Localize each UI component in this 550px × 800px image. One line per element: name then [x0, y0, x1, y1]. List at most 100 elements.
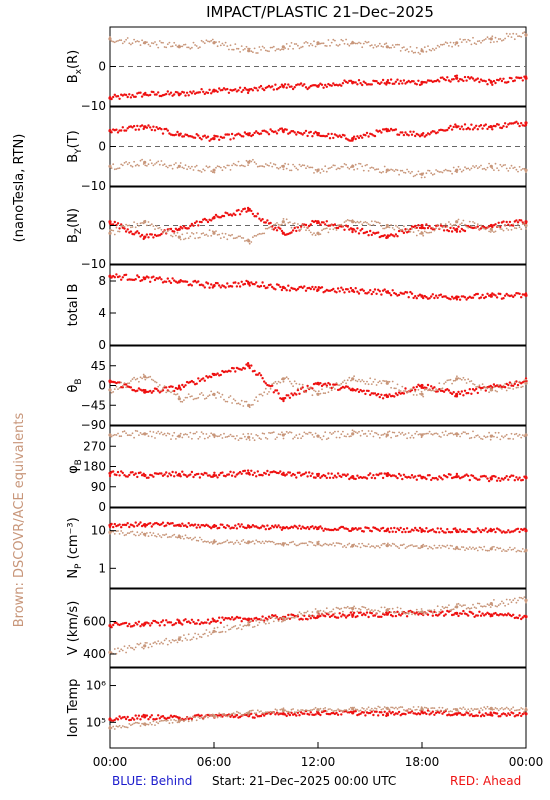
data-point [334, 612, 336, 615]
data-point [279, 708, 282, 711]
data-point [237, 160, 240, 163]
data-point [436, 389, 439, 391]
data-point [132, 124, 136, 128]
data-point [364, 714, 367, 717]
data-point [385, 433, 389, 437]
data-point [121, 126, 125, 129]
data-point [165, 46, 168, 49]
data-point [124, 383, 128, 386]
data-point [245, 159, 248, 162]
data-point [301, 286, 304, 290]
data-point [510, 549, 513, 551]
data-point [192, 169, 195, 171]
data-point [289, 613, 291, 616]
data-point [459, 38, 461, 40]
data-point [465, 225, 468, 228]
data-point [496, 605, 498, 608]
y-tick-label: −10 [81, 179, 106, 193]
data-point [207, 635, 209, 637]
data-point [420, 436, 423, 439]
data-point [121, 430, 124, 433]
data-point [332, 432, 335, 434]
data-point [359, 709, 362, 712]
data-point [362, 612, 365, 615]
data-point [181, 227, 184, 230]
data-point [108, 220, 112, 224]
data-point [425, 432, 428, 435]
data-point [289, 221, 291, 224]
data-point [450, 392, 454, 396]
data-point [120, 648, 123, 651]
data-point [468, 607, 471, 610]
data-point [460, 41, 463, 43]
data-point [269, 283, 272, 286]
data-point [439, 527, 443, 530]
data-point [194, 166, 197, 168]
y-tick-label: 8 [98, 274, 106, 288]
data-point [171, 721, 174, 724]
data-point [285, 128, 288, 131]
data-point [163, 473, 166, 476]
data-point [290, 85, 293, 88]
data-point [290, 169, 293, 172]
data-point [189, 621, 192, 625]
data-point [272, 541, 275, 544]
data-point [358, 710, 360, 712]
data-point [324, 227, 327, 230]
data-point [488, 708, 490, 710]
data-point [136, 377, 139, 380]
data-point [202, 90, 205, 94]
data-point [340, 135, 343, 139]
data-point [327, 381, 330, 385]
data-point [247, 623, 251, 627]
data-point [351, 377, 355, 381]
data-point [197, 224, 200, 227]
data-point [385, 608, 389, 612]
data-point [436, 605, 439, 608]
data-point [499, 708, 502, 710]
data-point [385, 129, 389, 133]
data-point [222, 214, 226, 218]
data-point [509, 33, 511, 35]
data-point [422, 234, 425, 237]
data-point [268, 50, 270, 53]
data-point [476, 385, 479, 388]
data-point [458, 127, 462, 131]
data-point [494, 162, 497, 165]
data-point [175, 393, 177, 396]
data-point [321, 388, 323, 391]
series-theta-red [108, 362, 528, 403]
data-point [187, 94, 190, 97]
data-point [316, 381, 320, 385]
data-point [388, 608, 391, 610]
data-point [398, 173, 400, 176]
data-point [343, 134, 346, 137]
data-point [264, 528, 267, 531]
data-point [489, 227, 493, 231]
data-point [138, 164, 140, 167]
data-point [130, 434, 132, 437]
data-point [177, 133, 181, 137]
data-point [464, 708, 466, 710]
data-point [430, 712, 433, 715]
data-point [126, 522, 129, 525]
data-point [342, 165, 344, 168]
data-point [361, 379, 364, 381]
data-point [502, 77, 505, 81]
data-point [166, 719, 169, 722]
data-point [316, 133, 320, 137]
data-point [407, 170, 410, 173]
data-point [200, 138, 203, 141]
data-point [264, 382, 267, 385]
data-point [396, 226, 399, 228]
data-point [428, 297, 431, 300]
data-point [118, 533, 121, 535]
data-point [521, 168, 524, 170]
data-point [444, 225, 447, 228]
data-point [415, 478, 418, 481]
data-point [420, 392, 424, 396]
data-point [124, 273, 128, 276]
data-point [441, 43, 444, 46]
data-point [455, 230, 459, 233]
data-point [293, 473, 296, 477]
